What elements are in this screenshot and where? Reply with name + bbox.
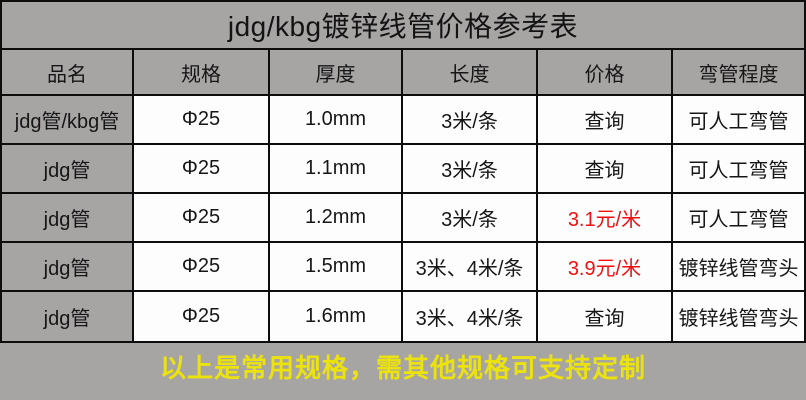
cell-length: 3米/条: [403, 96, 538, 145]
cell-product-name: jdg管: [2, 145, 134, 194]
cell-bend: 镀锌线管弯头: [673, 243, 804, 292]
cell-price: 查询: [538, 96, 673, 145]
table-title: jdg/kbg镀锌线管价格参考表: [2, 2, 804, 50]
cell-spec: Φ25: [134, 292, 270, 341]
price-table: jdg/kbg镀锌线管价格参考表 品名 规格 厚度 长度 价格 弯管程度 jdg…: [0, 0, 806, 343]
cell-spec: Φ25: [134, 194, 270, 243]
cell-length: 3米、4米/条: [403, 292, 538, 341]
column-header-thickness: 厚度: [270, 50, 403, 96]
column-header-price: 价格: [538, 50, 673, 96]
cell-length: 3米、4米/条: [403, 243, 538, 292]
cell-bend: 可人工弯管: [673, 194, 804, 243]
cell-product-name: jdg管: [2, 243, 134, 292]
cell-bend: 可人工弯管: [673, 145, 804, 194]
cell-length: 3米/条: [403, 194, 538, 243]
cell-price: 3.9元/米: [538, 243, 673, 292]
cell-product-name: jdg管: [2, 292, 134, 341]
footer-banner: 以上是常用规格，需其他规格可支持定制 以上是常用规格，需其他规格可支持定制: [0, 343, 806, 390]
cell-product-name: jdg管: [2, 194, 134, 243]
column-header-name: 品名: [2, 50, 134, 96]
column-header-bend: 弯管程度: [673, 50, 804, 96]
cell-price: 3.1元/米: [538, 194, 673, 243]
cell-bend: 可人工弯管: [673, 96, 804, 145]
cell-price: 查询: [538, 145, 673, 194]
column-header-spec: 规格: [134, 50, 270, 96]
table-grid: 品名 规格 厚度 长度 价格 弯管程度 jdg管/kbg管 Φ25 1.0mm …: [2, 50, 804, 341]
cell-bend: 镀锌线管弯头: [673, 292, 804, 341]
cell-thickness: 1.5mm: [270, 243, 403, 292]
cell-spec: Φ25: [134, 243, 270, 292]
cell-thickness: 1.1mm: [270, 145, 403, 194]
cell-product-name: jdg管/kbg管: [2, 96, 134, 145]
cell-length: 3米/条: [403, 145, 538, 194]
cell-thickness: 1.2mm: [270, 194, 403, 243]
cell-thickness: 1.6mm: [270, 292, 403, 341]
footer-text: 以上是常用规格，需其他规格可支持定制: [159, 353, 646, 383]
cropped-text-hint: 以上是常用规格，需其他规格可支持定制: [0, 386, 806, 390]
cell-spec: Φ25: [134, 145, 270, 194]
column-header-length: 长度: [403, 50, 538, 96]
cell-thickness: 1.0mm: [270, 96, 403, 145]
cell-spec: Φ25: [134, 96, 270, 145]
cell-price: 查询: [538, 292, 673, 341]
